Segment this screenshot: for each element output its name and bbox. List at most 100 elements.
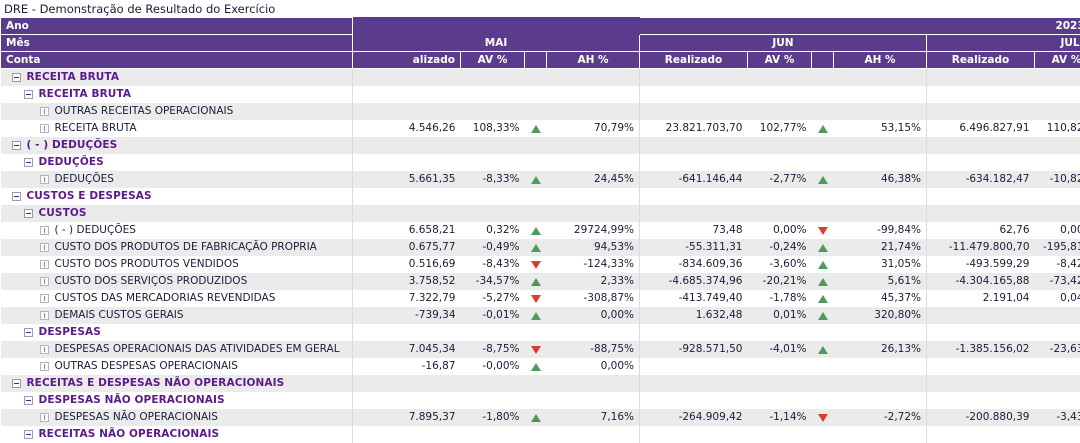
cell-mai-realizado[interactable]: 0.675,77 xyxy=(352,239,461,256)
cell-jun-av[interactable]: -3,60% xyxy=(747,256,812,273)
cell-jul-av[interactable]: -10,82% xyxy=(1034,171,1080,188)
cell-jul-av[interactable] xyxy=(1034,188,1080,205)
account-cell[interactable]: ( - ) DEDUÇÕES xyxy=(0,137,353,154)
cell-jul-av[interactable] xyxy=(1034,307,1080,324)
cell-jun-av[interactable] xyxy=(747,324,812,341)
cell-jun-realizado[interactable]: -641.146,44 xyxy=(639,171,748,188)
cell-jun-realizado[interactable] xyxy=(639,358,748,375)
table-row[interactable]: RECEITAS E DESPESAS NÃO OPERACIONAIS xyxy=(0,375,1080,392)
cell-jul-realizado[interactable] xyxy=(926,154,1035,171)
cell-mai-ah[interactable]: 29724,99% xyxy=(546,222,640,239)
table-row[interactable]: RECEITAS NÃO OPERACIONAIS xyxy=(0,426,1080,443)
cell-jul-av[interactable]: -73,42% xyxy=(1034,273,1080,290)
cell-jul-av[interactable] xyxy=(1034,137,1080,154)
cell-jul-realizado[interactable] xyxy=(926,358,1035,375)
dimension-label-mes[interactable]: Mês xyxy=(0,34,353,52)
col-header-jul-av[interactable]: AV % xyxy=(1034,51,1080,69)
account-cell[interactable]: RECEITA BRUTA xyxy=(0,68,353,86)
collapse-minus-icon[interactable] xyxy=(23,396,33,405)
cell-mai-av[interactable]: 0,32% xyxy=(460,222,525,239)
cell-mai-ah[interactable] xyxy=(546,205,640,222)
table-row[interactable]: CUSTO DOS PRODUTOS VENDIDOS 0.516,69 -8,43… xyxy=(0,256,1080,273)
table-row[interactable]: RECEITA BRUTA xyxy=(0,68,1080,86)
cell-jun-ah[interactable] xyxy=(833,392,927,409)
cell-jun-realizado[interactable] xyxy=(639,137,748,154)
cell-jul-av[interactable]: 110,82% xyxy=(1034,120,1080,137)
cell-jul-av[interactable]: -23,63% xyxy=(1034,341,1080,358)
cell-mai-realizado[interactable] xyxy=(352,154,461,171)
col-header-mai-realizado[interactable]: alizado xyxy=(352,51,461,69)
cell-jun-realizado[interactable]: -55.311,31 xyxy=(639,239,748,256)
cell-jun-ah[interactable] xyxy=(833,68,927,86)
cell-jun-realizado[interactable] xyxy=(639,188,748,205)
cell-jul-realizado[interactable] xyxy=(926,137,1035,154)
table-row[interactable]: DESPESAS NÃO OPERACIONAIS xyxy=(0,392,1080,409)
account-cell[interactable]: OUTRAS RECEITAS OPERACIONAIS xyxy=(0,103,353,120)
cell-jun-ah[interactable]: 320,80% xyxy=(833,307,927,324)
cell-jun-realizado[interactable]: 1.632,48 xyxy=(639,307,748,324)
account-cell[interactable]: CUSTO DOS SERVIÇOS PRODUZIDOS xyxy=(0,273,353,290)
cell-jul-realizado[interactable]: -634.182,47 xyxy=(926,171,1035,188)
cell-mai-av[interactable] xyxy=(460,392,525,409)
table-row[interactable]: DEDUÇÕES 5.661,35 -8,33% 24,45% -641.146,44-… xyxy=(0,171,1080,188)
cell-jul-realizado[interactable]: -493.599,29 xyxy=(926,256,1035,273)
cell-mai-av[interactable]: -0,01% xyxy=(460,307,525,324)
month-header-jul[interactable]: JUL xyxy=(926,34,1080,52)
cell-mai-av[interactable]: -34,57% xyxy=(460,273,525,290)
account-cell[interactable]: DESPESAS NÃO OPERACIONAIS xyxy=(0,409,353,426)
cell-mai-ah[interactable]: -308,87% xyxy=(546,290,640,307)
cell-jun-av[interactable] xyxy=(747,375,812,392)
cell-jun-realizado[interactable] xyxy=(639,324,748,341)
cell-jul-realizado[interactable] xyxy=(926,103,1035,120)
collapse-minus-icon[interactable] xyxy=(11,192,21,201)
cell-mai-av[interactable]: -8,33% xyxy=(460,171,525,188)
table-row[interactable]: CUSTO DOS SERVIÇOS PRODUZIDOS 3.758,52 -34… xyxy=(0,273,1080,290)
collapse-minus-icon[interactable] xyxy=(23,430,33,439)
account-cell[interactable]: CUSTO DOS PRODUTOS VENDIDOS xyxy=(0,256,353,273)
cell-mai-realizado[interactable] xyxy=(352,205,461,222)
cell-jun-av[interactable]: -2,77% xyxy=(747,171,812,188)
cell-mai-av[interactable] xyxy=(460,86,525,103)
cell-jul-realizado[interactable] xyxy=(926,392,1035,409)
account-cell[interactable]: ( - ) DEDUÇÕES xyxy=(0,222,353,239)
account-cell[interactable]: DEMAIS CUSTOS GERAIS xyxy=(0,307,353,324)
cell-jul-av[interactable]: -8,42% xyxy=(1034,256,1080,273)
cell-mai-av[interactable]: -8,43% xyxy=(460,256,525,273)
table-row[interactable]: OUTRAS RECEITAS OPERACIONAIS xyxy=(0,103,1080,120)
cell-mai-ah[interactable]: 94,53% xyxy=(546,239,640,256)
cell-jul-realizado[interactable] xyxy=(926,188,1035,205)
cell-jul-av[interactable] xyxy=(1034,392,1080,409)
cell-jun-realizado[interactable]: 73,48 xyxy=(639,222,748,239)
collapse-minus-icon[interactable] xyxy=(23,90,33,99)
account-cell[interactable]: DESPESAS NÃO OPERACIONAIS xyxy=(0,392,353,409)
collapse-minus-icon[interactable] xyxy=(23,158,33,167)
table-row[interactable]: RECEITA BRUTA 4.546,26 108,33% 70,79% 23.821… xyxy=(0,120,1080,137)
cell-jul-realizado[interactable] xyxy=(926,205,1035,222)
table-row[interactable]: RECEITA BRUTA xyxy=(0,86,1080,103)
cell-jun-realizado[interactable] xyxy=(639,154,748,171)
cell-mai-av[interactable]: -1,80% xyxy=(460,409,525,426)
cell-mai-av[interactable]: -0,00% xyxy=(460,358,525,375)
cell-jun-realizado[interactable] xyxy=(639,68,748,86)
cell-jul-realizado[interactable]: 2.191,04 xyxy=(926,290,1035,307)
cell-mai-av[interactable] xyxy=(460,137,525,154)
cell-jun-av[interactable]: -20,21% xyxy=(747,273,812,290)
account-cell[interactable]: RECEITA BRUTA xyxy=(0,86,353,103)
cell-jun-av[interactable] xyxy=(747,137,812,154)
table-row[interactable]: CUSTOS DAS MERCADORIAS REVENDIDAS 7.322,7… xyxy=(0,290,1080,307)
cell-mai-ah[interactable] xyxy=(546,188,640,205)
account-cell[interactable]: DESPESAS xyxy=(0,324,353,341)
table-row[interactable]: DESPESAS NÃO OPERACIONAIS 7.895,37 -1,80% 7… xyxy=(0,409,1080,426)
cell-jun-av[interactable]: 0,00% xyxy=(747,222,812,239)
cell-jun-ah[interactable] xyxy=(833,205,927,222)
cell-mai-ah[interactable] xyxy=(546,392,640,409)
cell-jul-realizado[interactable] xyxy=(926,68,1035,86)
cell-mai-realizado[interactable] xyxy=(352,137,461,154)
account-cell[interactable]: OUTRAS DESPESAS OPERACIONAIS xyxy=(0,358,353,375)
table-row[interactable]: CUSTO DOS PRODUTOS DE FABRICAÇÃO PROPRIA… xyxy=(0,239,1080,256)
cell-jun-ah[interactable]: -2,72% xyxy=(833,409,927,426)
account-cell[interactable]: RECEITAS E DESPESAS NÃO OPERACIONAIS xyxy=(0,375,353,392)
cell-mai-ah[interactable] xyxy=(546,154,640,171)
account-cell[interactable]: DEDUÇÕES xyxy=(0,154,353,171)
cell-mai-realizado[interactable]: 7.895,37 xyxy=(352,409,461,426)
